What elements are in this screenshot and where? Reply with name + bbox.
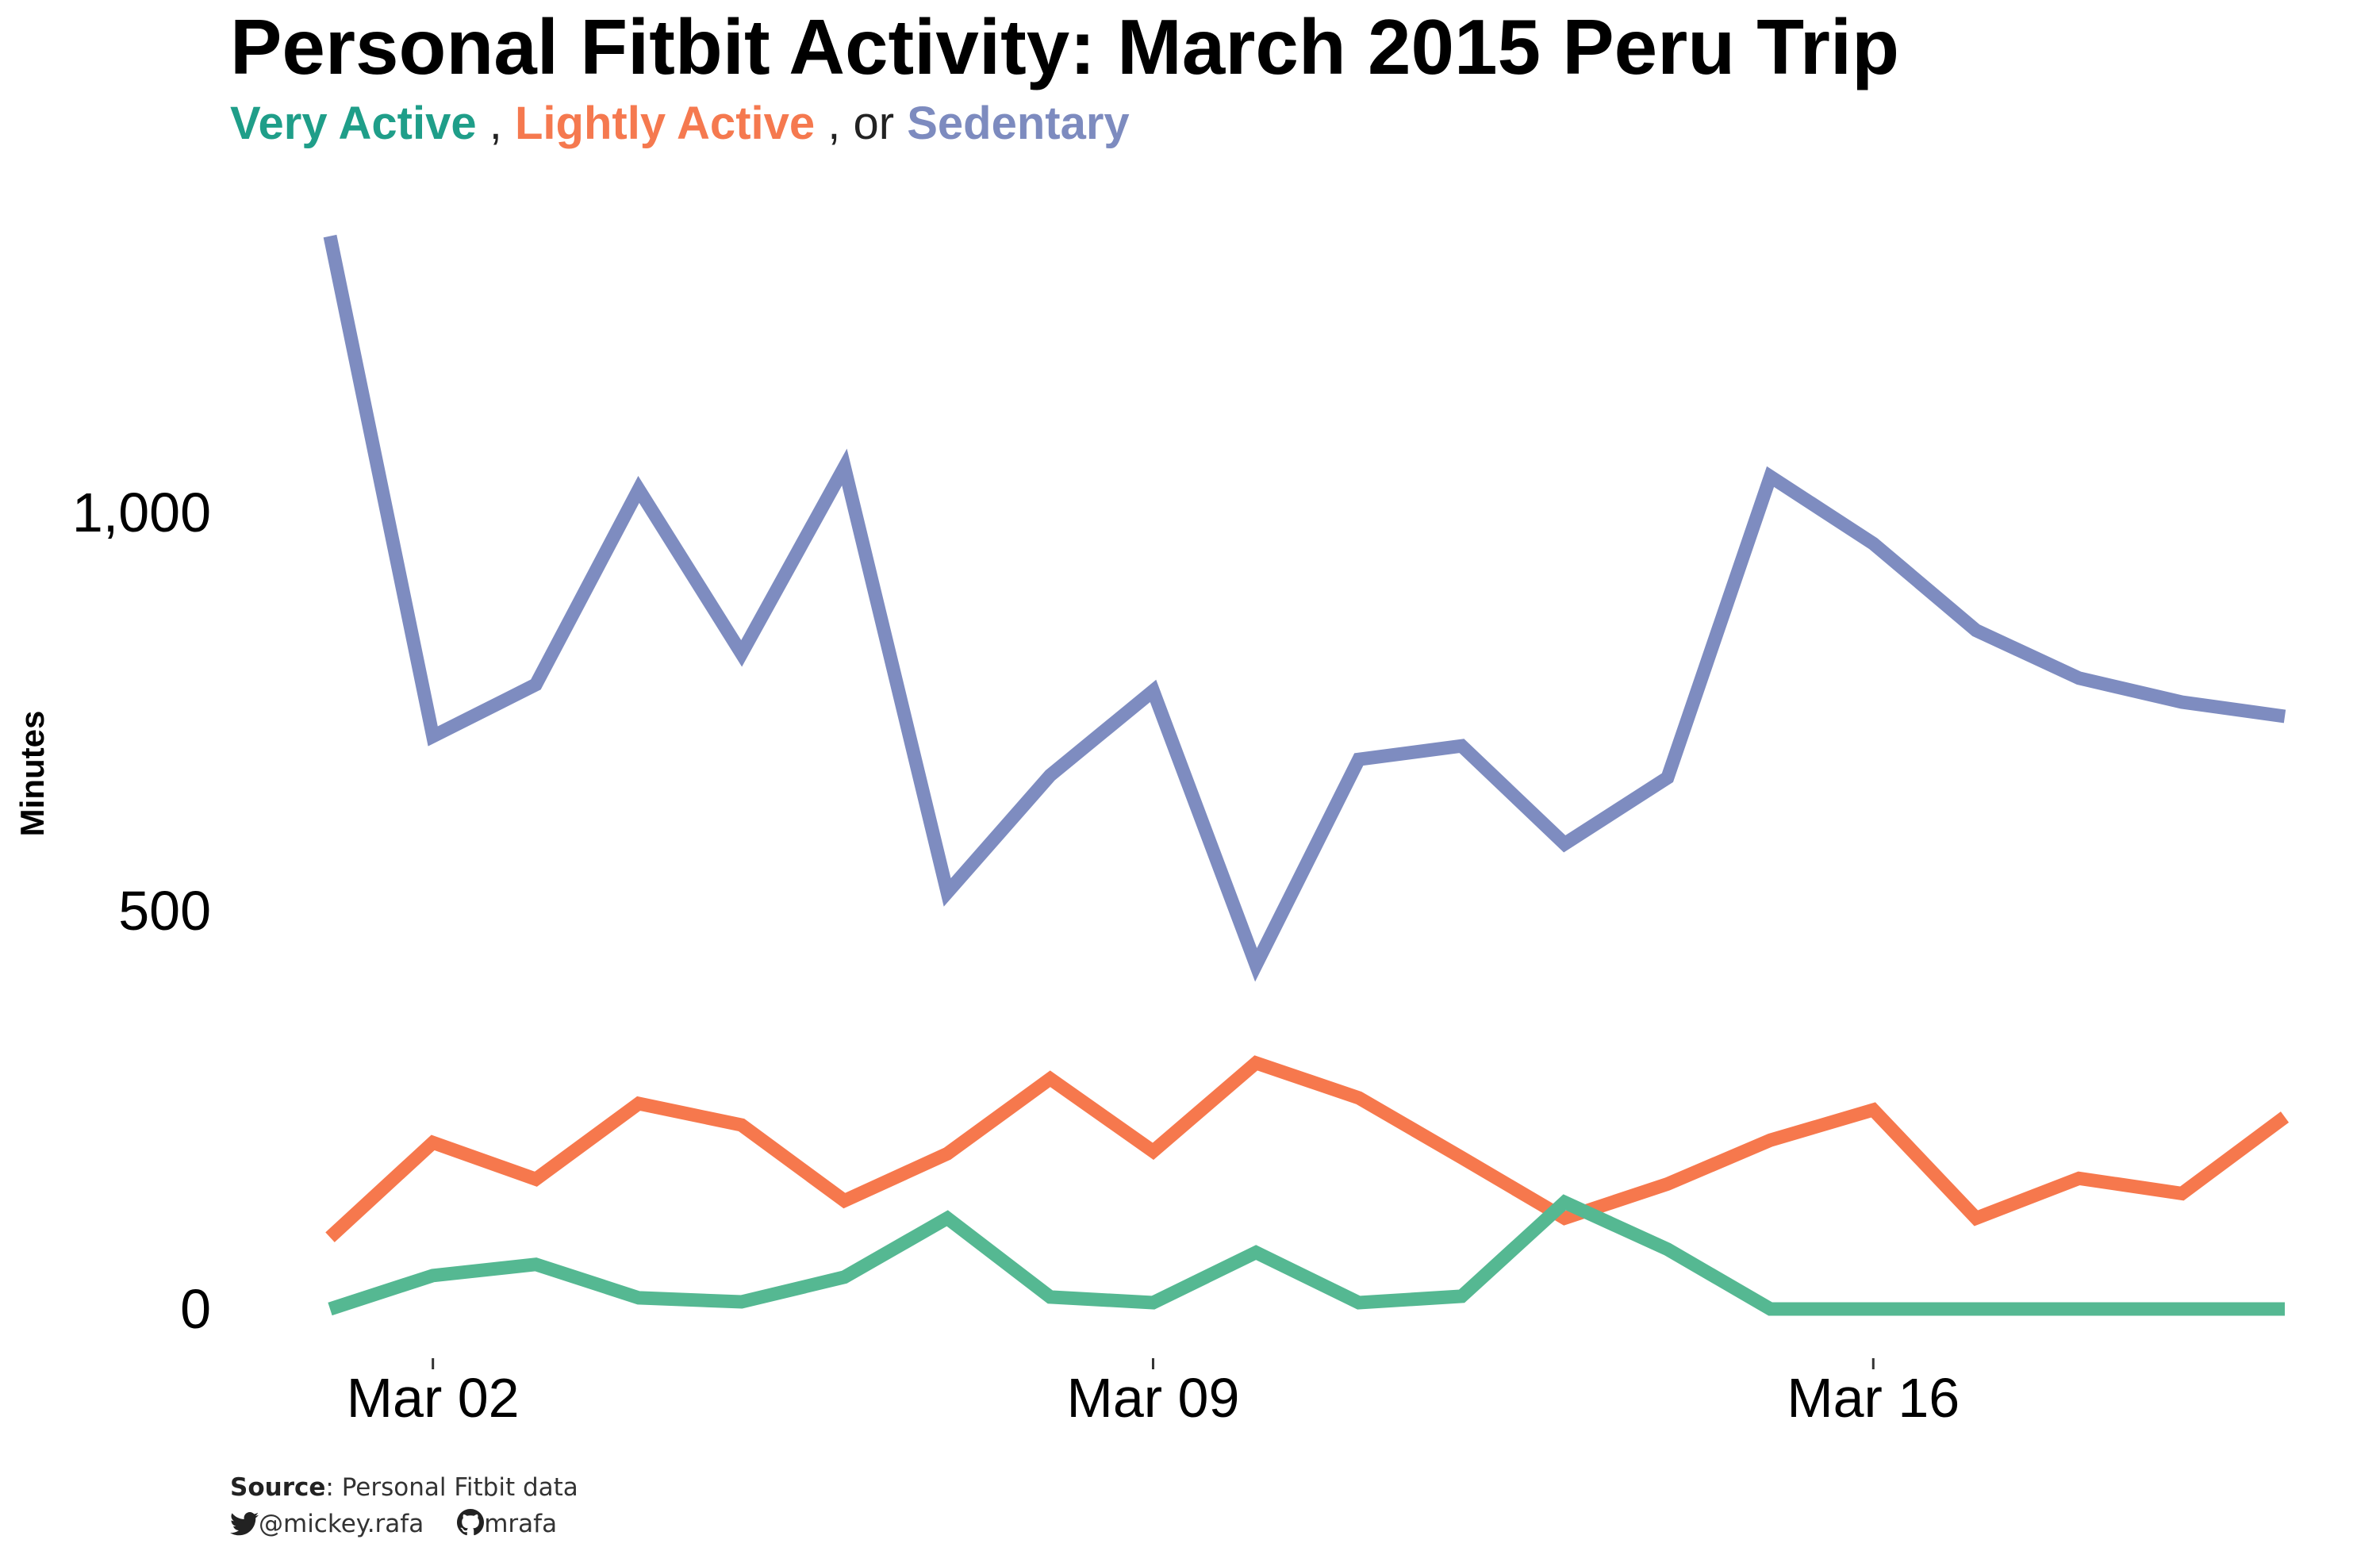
twitter-bird-icon (230, 1512, 259, 1536)
x-tick-label: Mar 09 (1067, 1367, 1240, 1429)
y-tick-label: 0 (180, 1278, 211, 1340)
x-axis: Mar 02 Mar 09 Mar 16 (347, 1358, 1960, 1429)
source-text: : Personal Fitbit data (325, 1473, 578, 1502)
series-line-very-active (328, 1194, 2285, 1316)
series-line-sedentary (323, 234, 2286, 982)
subtitle-lightly-active: Lightly Active (515, 98, 816, 149)
social-line: @mickey.rafa mrafa (230, 1506, 578, 1542)
chart-title: Personal Fitbit Activity: March 2015 Per… (230, 3, 1899, 90)
series-line-lightly-active (325, 1055, 2290, 1242)
subtitle-sedentary: Sedentary (907, 98, 1130, 149)
source-label: Source (230, 1473, 326, 1502)
y-axis-title: Minutes (13, 711, 51, 837)
series-layer (323, 234, 2290, 1316)
source-line: Source: Personal Fitbit data (230, 1469, 578, 1506)
github-handle: mrafa (484, 1510, 558, 1538)
subtitle-very-active: Very Active (230, 98, 477, 149)
twitter-handle: @mickey.rafa (259, 1510, 424, 1538)
subtitle-separator-2: , or (827, 98, 895, 149)
x-tick-label: Mar 16 (1787, 1367, 1960, 1429)
y-tick-label: 1,000 (72, 482, 211, 543)
github-octocat-icon (457, 1509, 485, 1536)
subtitle-separator-1: , (489, 98, 502, 149)
chart-subtitle: Very Active , Lightly Active , or Sedent… (230, 97, 1130, 150)
chart-caption: Source: Personal Fitbit data @mickey.raf… (230, 1469, 578, 1542)
y-tick-label: 500 (118, 880, 211, 942)
y-axis: 0 500 1,000 (72, 482, 211, 1340)
x-tick-label: Mar 02 (347, 1367, 520, 1429)
